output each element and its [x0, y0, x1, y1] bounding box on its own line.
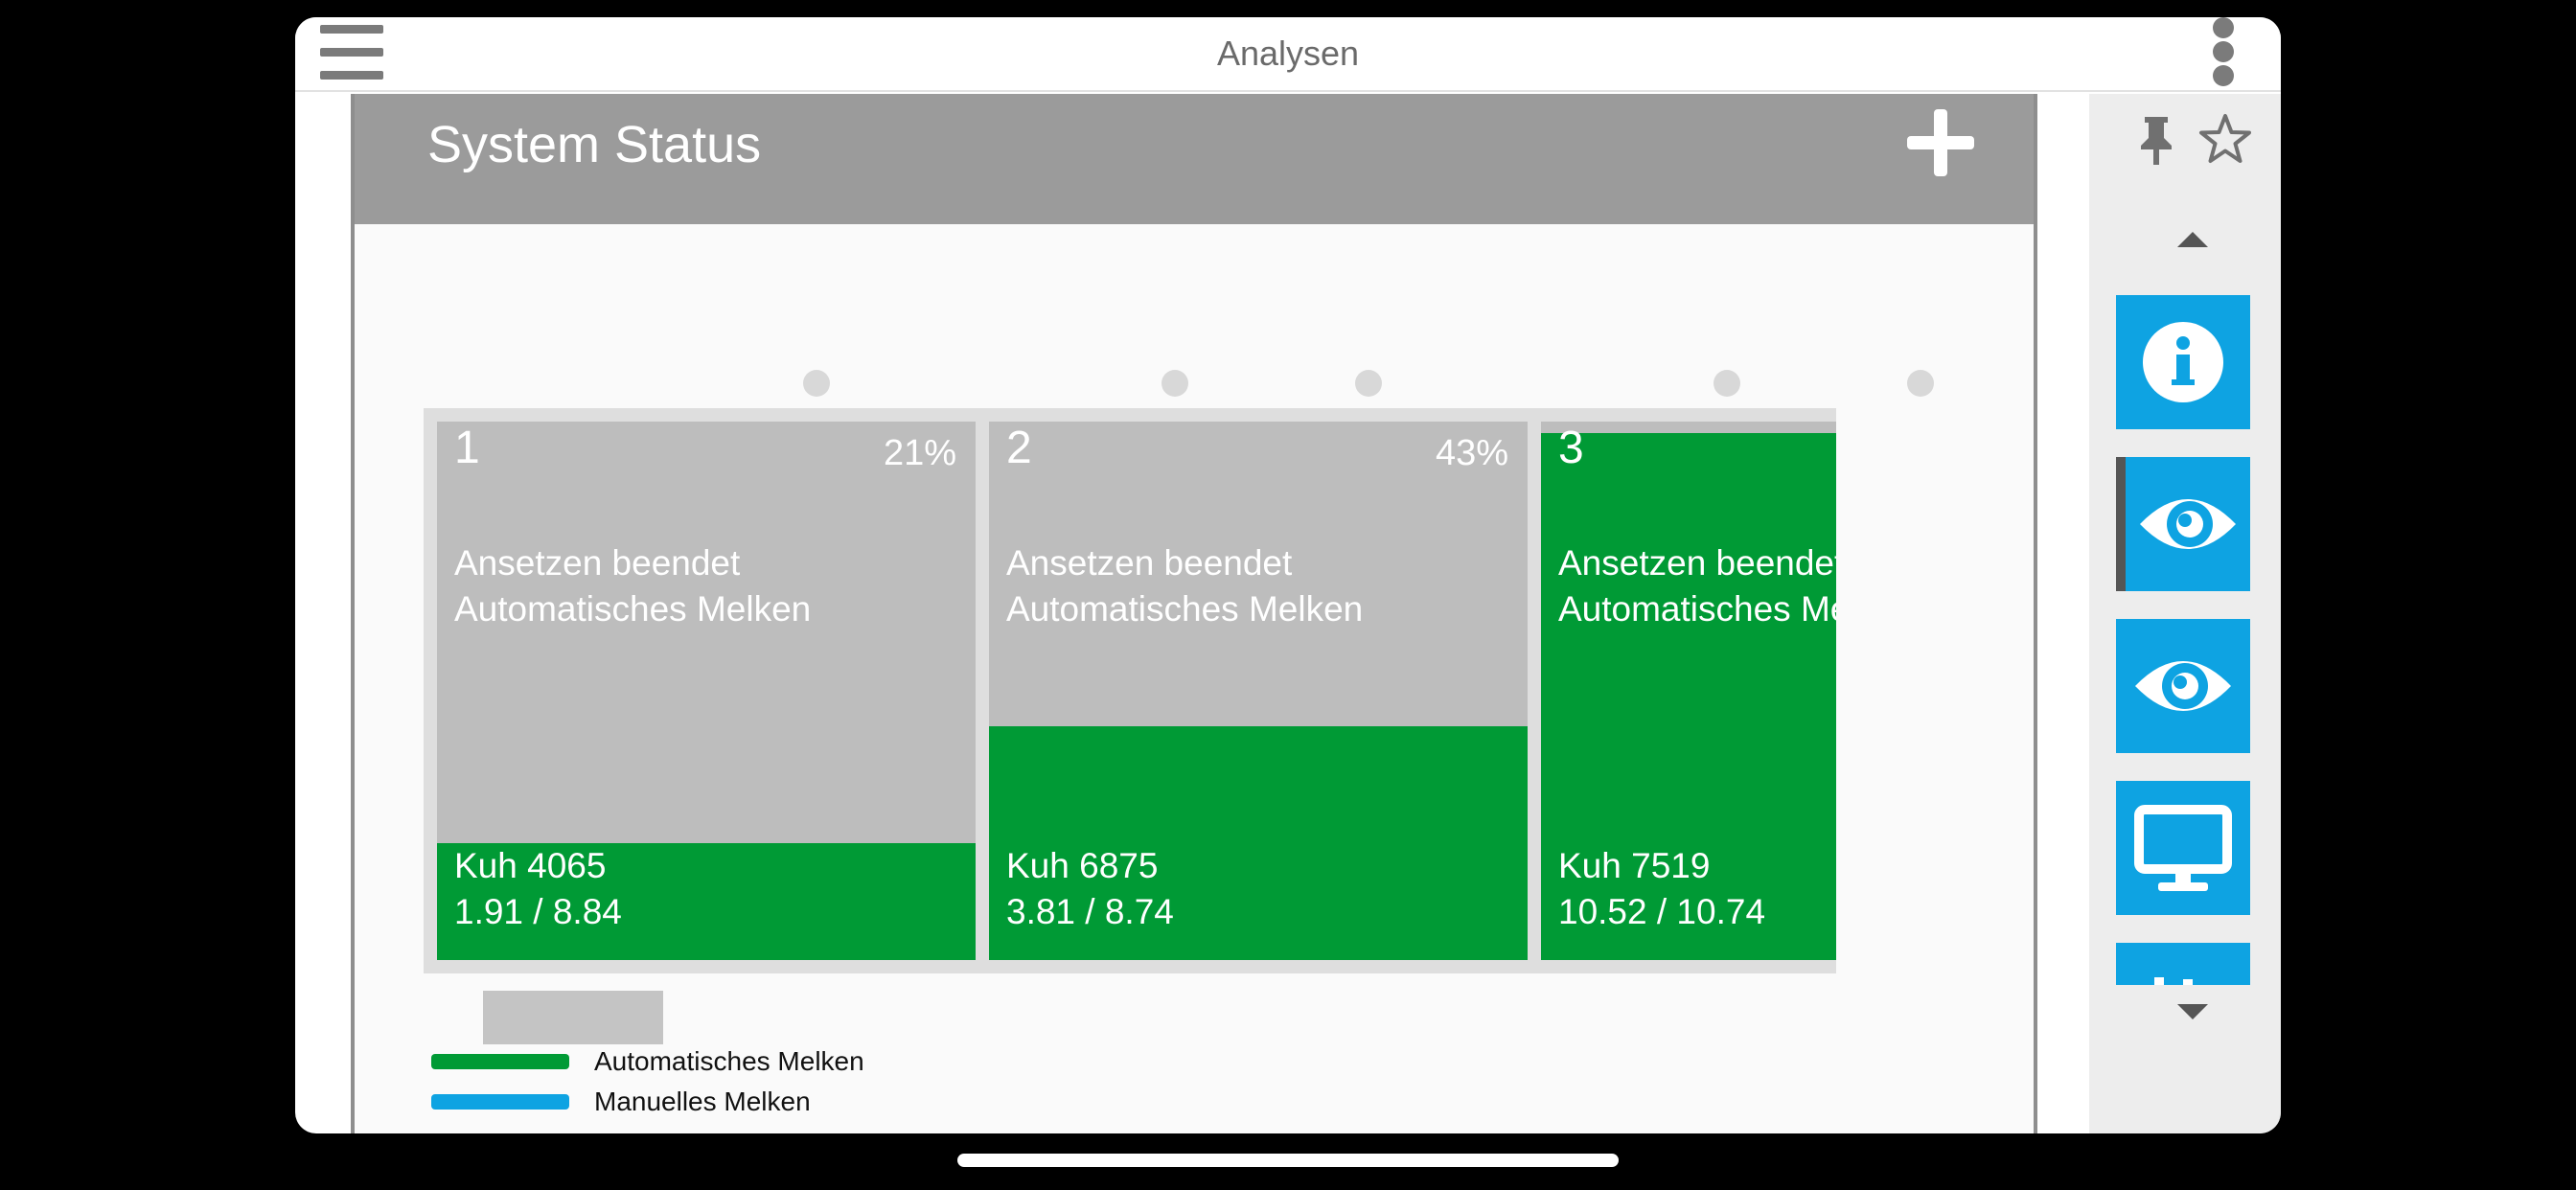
horizontal-scroll-thumb[interactable]	[483, 991, 663, 1044]
indicator-dot	[1714, 370, 1740, 397]
indicator-dot	[803, 370, 830, 397]
monitor-icon	[2134, 805, 2232, 891]
stall-number: 1	[454, 423, 480, 473]
eye-tile[interactable]	[2116, 619, 2250, 753]
milking-progress-fill	[1541, 433, 1836, 960]
chevron-down-icon[interactable]	[2175, 1002, 2210, 1021]
info-tile[interactable]	[2116, 295, 2250, 429]
stall-percent: 43%	[1435, 433, 1508, 473]
eye-tile-active[interactable]	[2116, 457, 2250, 591]
legend-swatch	[431, 1094, 569, 1110]
hamburger-menu-icon[interactable]	[320, 21, 383, 82]
indicator-dot	[1162, 370, 1188, 397]
partial-tile[interactable]	[2116, 943, 2250, 985]
legend-label: Automatisches Melken	[594, 1046, 864, 1076]
app-title: Analysen	[1216, 34, 1360, 73]
cow-info: Kuh 4065 1.91 / 8.84	[454, 846, 622, 931]
milking-stall-strip[interactable]: 1 21% Ansetzen beendet Automatisches Mel…	[424, 408, 1836, 973]
panel-title: System Status	[427, 116, 762, 173]
indicator-dot	[1355, 370, 1382, 397]
panel-header: System Status	[355, 94, 2034, 224]
add-button[interactable]	[1907, 109, 1974, 176]
milking-stall-1[interactable]: 1 21% Ansetzen beendet Automatisches Mel…	[437, 422, 976, 960]
system-status-panel: System Status 1 21% Ansetzen beendet Aut…	[351, 94, 2037, 1133]
stall-status: Ansetzen beendet Automatisches Melken	[454, 543, 812, 629]
stall-status: Ansetzen beendet Automatisches Melken	[1006, 543, 1364, 629]
milking-progress-fill	[989, 726, 1528, 960]
indicator-dot	[1907, 370, 1934, 397]
milking-stall-3[interactable]: 3 Ansetzen beendet Automatisches Melken …	[1541, 422, 1836, 960]
monitor-tile[interactable]	[2116, 781, 2250, 915]
cow-info: Kuh 6875 3.81 / 8.74	[1006, 846, 1174, 931]
stall-percent: 21%	[883, 433, 956, 473]
legend-label: Manuelles Melken	[594, 1087, 811, 1116]
milking-stall-2[interactable]: 2 43% Ansetzen beendet Automatisches Mel…	[989, 422, 1528, 960]
eye-icon	[2135, 661, 2231, 711]
eye-icon	[2140, 499, 2236, 549]
pin-icon[interactable]	[2128, 111, 2185, 169]
star-icon[interactable]	[2196, 111, 2254, 169]
info-icon	[2143, 322, 2223, 402]
right-action-rail	[2089, 94, 2281, 1133]
top-app-bar: Analysen	[295, 17, 2281, 92]
legend-swatch	[431, 1054, 569, 1069]
milking-progress-fill	[437, 843, 976, 960]
more-options-icon[interactable]	[2212, 17, 2235, 86]
cow-info: Kuh 7519 10.52 / 10.74	[1558, 846, 1766, 931]
chevron-up-icon[interactable]	[2175, 230, 2210, 249]
stall-status: Ansetzen beendet Automatisches Melken	[1558, 543, 1836, 629]
home-indicator[interactable]	[957, 1154, 1619, 1167]
chart-icon	[2154, 977, 2193, 985]
stall-number: 2	[1006, 423, 1032, 473]
stall-number: 3	[1558, 423, 1584, 473]
device-screen: Analysen System Status 1 21% Ansetzen be…	[295, 17, 2281, 1133]
